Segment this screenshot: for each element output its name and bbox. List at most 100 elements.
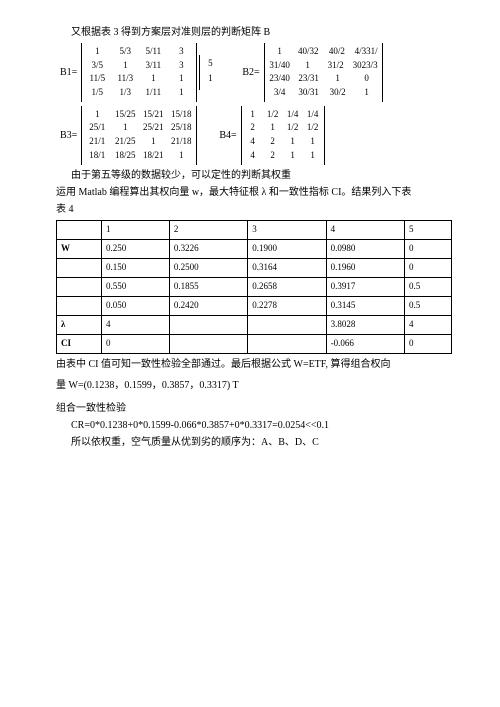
matrix-cell: 2 bbox=[266, 136, 280, 148]
matrix-cell: 15/18 bbox=[170, 109, 192, 121]
matrix-cell: 1/2 bbox=[306, 122, 320, 134]
matrix-side-cell: 5 bbox=[203, 58, 217, 70]
matrix-b2: B2= 140/3240/24/331/31/40131/23023/323/4… bbox=[242, 43, 382, 102]
table-cell: 0.150 bbox=[102, 258, 170, 277]
table-header-row: 12345 bbox=[57, 220, 452, 239]
matrix-cell: 1 bbox=[297, 60, 319, 72]
table-cell bbox=[57, 258, 102, 277]
matrix-cell: 3023/3 bbox=[353, 60, 378, 72]
matrix-cell: 25/21 bbox=[142, 122, 164, 134]
matrix-cell: 1/3 bbox=[114, 87, 136, 99]
matrix-cell: 2 bbox=[266, 150, 280, 162]
matrix-cell: 1/2 bbox=[266, 109, 280, 121]
table-cell: 0.550 bbox=[102, 277, 170, 296]
para-intro: 又根据表 3 得到方案层对准则层的判断矩阵 B bbox=[56, 26, 452, 39]
para-weight-vector: 量 W=(0.1238，0.1599，0.3857，0.3317) T bbox=[56, 379, 452, 392]
table-cell: 0.250 bbox=[102, 239, 170, 258]
matrix-b1-label: B1= bbox=[60, 66, 79, 79]
matrix-cell: 21/18 bbox=[170, 136, 192, 148]
matrix-cell: 5/3 bbox=[114, 46, 136, 58]
matrix-cell: 15/25 bbox=[114, 109, 136, 121]
matrix-cell: 1 bbox=[114, 122, 136, 134]
matrix-cell: 1/2 bbox=[286, 122, 300, 134]
table-header-cell bbox=[57, 220, 102, 239]
table-cell: 0.3164 bbox=[248, 258, 326, 277]
table-cell: 0.0980 bbox=[326, 239, 404, 258]
table-header-cell: 2 bbox=[169, 220, 247, 239]
matrix-cell: 1 bbox=[356, 87, 378, 99]
matrix-cell: 1/4 bbox=[306, 109, 320, 121]
table-row: 0.5500.18550.26580.39170.5 bbox=[57, 277, 452, 296]
matrix-cell: 3/11 bbox=[142, 60, 164, 72]
matrix-cell: 1 bbox=[286, 136, 300, 148]
matrix-cell: 1 bbox=[306, 136, 320, 148]
table-cell: 0 bbox=[404, 239, 451, 258]
matrix-cell: 0 bbox=[356, 73, 378, 85]
table-cell: 4 bbox=[102, 315, 170, 334]
table-cell: 0.2500 bbox=[169, 258, 247, 277]
table-cell: 0.1960 bbox=[326, 258, 404, 277]
matrix-cell: 3/5 bbox=[86, 60, 108, 72]
matrix-cell: 1/4 bbox=[286, 109, 300, 121]
matrix-cell: 1 bbox=[142, 73, 164, 85]
matrix-side-cell: 1 bbox=[203, 73, 217, 85]
matrix-b3: B3= 115/2515/2115/1825/1125/2125/1821/12… bbox=[60, 106, 197, 165]
matrix-cell: 23/31 bbox=[298, 73, 320, 85]
matrix-cell: 11/5 bbox=[86, 73, 108, 85]
table-cell: 0.2658 bbox=[248, 277, 326, 296]
matrix-cell: 1 bbox=[86, 46, 108, 58]
matrix-cell: 1 bbox=[170, 73, 192, 85]
matrix-cell: 30/31 bbox=[298, 87, 320, 99]
matrix-cell: 1 bbox=[86, 109, 108, 121]
table-cell: W bbox=[57, 239, 102, 258]
table-cell: 0 bbox=[404, 334, 451, 353]
matrix-row-2: B3= 115/2515/2115/1825/1125/2125/1821/12… bbox=[60, 106, 452, 165]
matrix-cell: 18/25 bbox=[114, 150, 136, 162]
matrix-cell: 1 bbox=[170, 150, 192, 162]
table-cell: 0 bbox=[404, 258, 451, 277]
table-cell: 0.3145 bbox=[326, 296, 404, 315]
matrix-cell: 3 bbox=[170, 60, 192, 72]
matrix-b1: B1= 15/35/1133/513/11311/511/3111/51/31/… bbox=[60, 43, 220, 102]
table-cell: 0.2278 bbox=[248, 296, 326, 315]
table-cell: 0.3917 bbox=[326, 277, 404, 296]
table-header-cell: 4 bbox=[326, 220, 404, 239]
table-cell: 4 bbox=[404, 315, 451, 334]
matrix-cell: 31/40 bbox=[269, 60, 291, 72]
matrix-cell: 1 bbox=[306, 150, 320, 162]
matrix-b3-label: B3= bbox=[60, 129, 79, 142]
table-row: λ43.80284 bbox=[57, 315, 452, 334]
matrix-cell: 1 bbox=[142, 136, 164, 148]
matrix-cell: 2 bbox=[246, 122, 260, 134]
matrix-cell: 18/1 bbox=[86, 150, 108, 162]
para-conclusion: 所以依权重，空气质量从优到劣的顺序为：A、B、D、C bbox=[56, 436, 452, 449]
table-cell: λ bbox=[57, 315, 102, 334]
matrix-cell: 1 bbox=[170, 87, 192, 99]
table-cell bbox=[57, 296, 102, 315]
table-row: 0.1500.25000.31640.19600 bbox=[57, 258, 452, 277]
matrix-cell: 1/5 bbox=[86, 87, 108, 99]
table-cell: 0.2420 bbox=[169, 296, 247, 315]
matrix-b2-label: B2= bbox=[242, 66, 261, 79]
matrix-cell: 1 bbox=[286, 150, 300, 162]
matrix-cell: 21/25 bbox=[114, 136, 136, 148]
table-cell bbox=[169, 315, 247, 334]
para-consistency-header: 组合一致性检验 bbox=[56, 402, 452, 415]
matrix-cell: 4 bbox=[246, 136, 260, 148]
matrix-cell: 1 bbox=[246, 109, 260, 121]
matrix-cell: 1 bbox=[114, 60, 136, 72]
matrix-cell: 4 bbox=[246, 150, 260, 162]
matrix-cell: 5/11 bbox=[142, 46, 164, 58]
matrix-cell: 4/331/ bbox=[355, 46, 378, 58]
matrix-cell: 1/11 bbox=[142, 87, 164, 99]
table-cell: 0.3226 bbox=[169, 239, 247, 258]
para-fifth-level: 由于第五等级的数据较少，可以定性的判断其权重 bbox=[56, 169, 452, 182]
table-cell: CI bbox=[57, 334, 102, 353]
matrix-cell: 3/4 bbox=[269, 87, 291, 99]
table-header-cell: 3 bbox=[248, 220, 326, 239]
para-table-caption: 表 4 bbox=[56, 203, 452, 216]
table-header-cell: 1 bbox=[102, 220, 170, 239]
table-cell: 0.1855 bbox=[169, 277, 247, 296]
table-cell: 0.5 bbox=[404, 296, 451, 315]
matrix-cell: 25/18 bbox=[170, 122, 192, 134]
